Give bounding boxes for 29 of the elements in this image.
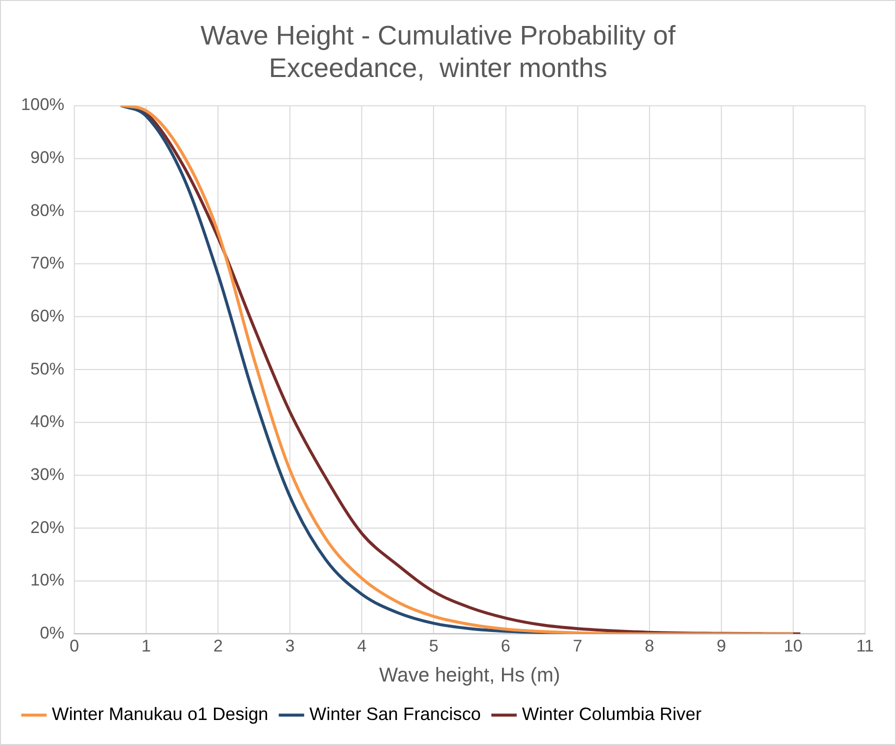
x-tick-label: 3 (285, 636, 295, 656)
text: Wave Height - Cumulative Probability of (200, 20, 676, 51)
x-tick-label: 8 (644, 636, 654, 656)
x-tick-label: 6 (500, 636, 510, 656)
y-tick-label: 80% (30, 200, 64, 220)
y-tick-label: 50% (30, 359, 64, 378)
y-tick-label: 40% (30, 412, 64, 432)
y-tick-label: 90% (30, 148, 64, 168)
x-axis-title: Wave height, Hs (m) (379, 664, 560, 687)
y-tick-label: 60% (30, 306, 64, 326)
y-tick-label: 100% (21, 95, 64, 114)
legend-label: Winter Manukau o1 Design (52, 704, 268, 724)
x-tick-label: 5 (429, 636, 438, 656)
y-tick-label: 20% (30, 518, 64, 537)
legend-label: Winter Columbia River (522, 704, 702, 724)
y-tick-label: 0% (40, 624, 64, 643)
legend-label: Winter San Francisco (309, 704, 481, 724)
y-tick-label: 70% (30, 254, 64, 273)
text: Exceedance, winter months (268, 52, 608, 83)
y-tick-label: 30% (30, 465, 64, 484)
y-tick-label: 10% (30, 570, 64, 590)
x-tick-label: 10 (784, 636, 803, 656)
x-tick-label: 11 (856, 636, 874, 656)
x-tick-label: 2 (213, 636, 223, 656)
x-tick-label: 7 (572, 636, 582, 656)
x-tick-label: 9 (716, 636, 726, 656)
x-tick-label: 4 (357, 636, 367, 656)
x-tick-label: 1 (141, 636, 151, 656)
x-tick-label: 0 (70, 636, 80, 656)
